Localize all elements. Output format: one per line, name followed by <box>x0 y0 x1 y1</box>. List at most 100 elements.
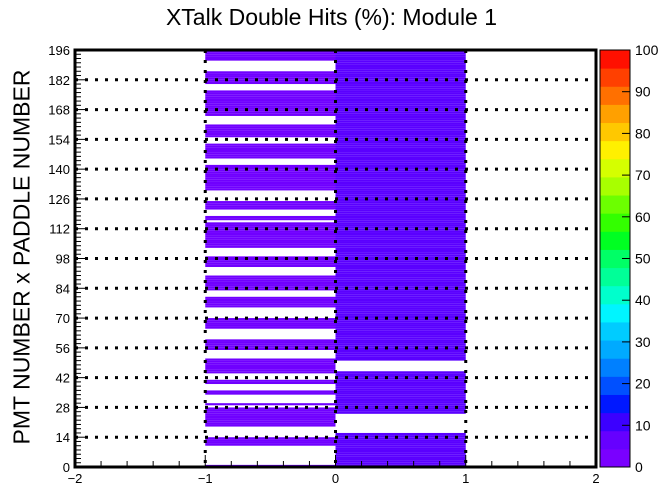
x-tick-label: −2 <box>68 471 83 484</box>
heatmap-bin <box>205 75 336 78</box>
heatmap-bin <box>205 96 336 99</box>
heatmap-bin <box>205 439 336 442</box>
heatmap-bin <box>205 79 336 82</box>
heatmap-bin <box>205 171 336 174</box>
heatmap-bin <box>335 107 466 110</box>
heatmap-bin <box>335 69 466 72</box>
colorbar-tick-label: 50 <box>635 251 651 267</box>
heatmap-bin <box>335 375 466 378</box>
heatmap-bin <box>205 188 336 191</box>
colorbar-band <box>600 122 630 142</box>
heatmap-bin <box>205 77 336 80</box>
heatmap-bin <box>335 160 466 163</box>
colorbar-band <box>600 340 630 359</box>
heatmap-bin <box>205 235 336 238</box>
heatmap-bin <box>335 328 466 331</box>
heatmap-bin <box>335 205 466 208</box>
heatmap-bin <box>205 339 336 342</box>
color-scale: 0 10 20 30 40 50 60 70 80 90 100 <box>599 42 659 475</box>
heatmap-bin <box>335 324 466 327</box>
heatmap-bin <box>335 307 466 310</box>
colorbar-band <box>600 158 630 178</box>
heatmap-bin <box>205 186 336 189</box>
heatmap-bin <box>335 337 466 340</box>
heatmap-bin <box>335 401 466 404</box>
colorbar-tick-label: 60 <box>635 209 651 225</box>
heatmap-bin <box>205 362 336 365</box>
heatmap-bin <box>335 381 466 385</box>
y-tick-label: 98 <box>56 252 70 267</box>
heatmap-bin <box>205 145 336 148</box>
colorbar-band <box>600 376 630 395</box>
heatmap-bin <box>335 392 466 395</box>
heatmap-bin <box>335 194 466 197</box>
heatmap-bin <box>335 235 466 238</box>
heatmap-bin <box>335 186 466 189</box>
heatmap-bin <box>335 218 466 221</box>
heatmap-bin <box>335 201 466 204</box>
heatmap-bin <box>335 326 466 329</box>
heatmap-bin <box>335 447 466 450</box>
heatmap-bin <box>335 281 466 285</box>
heatmap-bin <box>205 130 336 133</box>
heatmap-bin <box>335 213 466 216</box>
heatmap-bin <box>205 358 336 361</box>
heatmap-bin <box>205 126 336 129</box>
heatmap-bin <box>335 384 466 387</box>
heatmap-bin <box>335 143 466 146</box>
heatmap-bin <box>335 92 466 95</box>
heatmap-bin <box>205 232 336 236</box>
heatmap-bin <box>335 254 466 257</box>
heatmap-bin <box>335 343 466 346</box>
heatmap-bin <box>335 398 466 402</box>
heatmap-bin <box>205 149 336 153</box>
heatmap-bin <box>205 390 336 393</box>
heatmap-bin <box>335 132 466 136</box>
heatmap-bin <box>205 113 336 116</box>
heatmap-bin <box>205 109 336 112</box>
heatmap-bin <box>205 201 336 204</box>
heatmap-bin <box>205 156 336 159</box>
heatmap-bin <box>335 396 466 399</box>
heatmap-bin <box>335 58 466 61</box>
heatmap-bin <box>335 156 466 159</box>
heatmap-bin <box>205 243 336 246</box>
colorbar-band <box>600 430 630 450</box>
x-tick-label: 1 <box>462 471 469 484</box>
heatmap-bin <box>335 169 466 172</box>
heatmap-bin <box>335 315 466 319</box>
colorbar-band <box>600 358 630 377</box>
heatmap-bin <box>335 405 466 408</box>
heatmap-bin <box>335 252 466 255</box>
heatmap-bin <box>335 443 466 446</box>
heatmap-bin <box>205 424 336 427</box>
heatmap-bin <box>335 390 466 393</box>
y-tick-label: 140 <box>48 162 70 177</box>
heatmap-bin <box>335 354 466 357</box>
heatmap-bin <box>205 305 336 308</box>
heatmap-bin <box>335 347 466 350</box>
heatmap-bin <box>335 139 466 142</box>
heatmap-bin <box>335 303 466 306</box>
colorbar-tick-label: 10 <box>635 417 651 433</box>
colorbar-band <box>600 412 630 432</box>
colorbar-band <box>600 176 630 196</box>
heatmap-bin <box>205 147 336 150</box>
heatmap-bin <box>335 184 466 187</box>
heatmap-bin <box>205 260 336 263</box>
heatmap-bin <box>335 149 466 153</box>
colorbar-band <box>600 448 630 468</box>
heatmap-bin <box>335 373 466 376</box>
heatmap-bin <box>335 332 466 336</box>
heatmap-bin <box>205 320 336 323</box>
heatmap-bin <box>335 409 466 412</box>
heatmap-bin <box>205 415 336 419</box>
heatmap-bin <box>335 335 466 338</box>
heatmap-bin <box>205 56 336 59</box>
heatmap-bin <box>205 411 336 414</box>
axis-ticks: 0 14 28 42 56 70 84 98 112 126 140 154 168 182 196 −2 −1… <box>48 43 599 484</box>
x-tick-label: −1 <box>198 471 213 484</box>
heatmap-bin <box>205 422 336 425</box>
chart-title: XTalk Double Hits (%): Module 1 <box>165 4 498 30</box>
heatmap-bin <box>335 277 466 280</box>
